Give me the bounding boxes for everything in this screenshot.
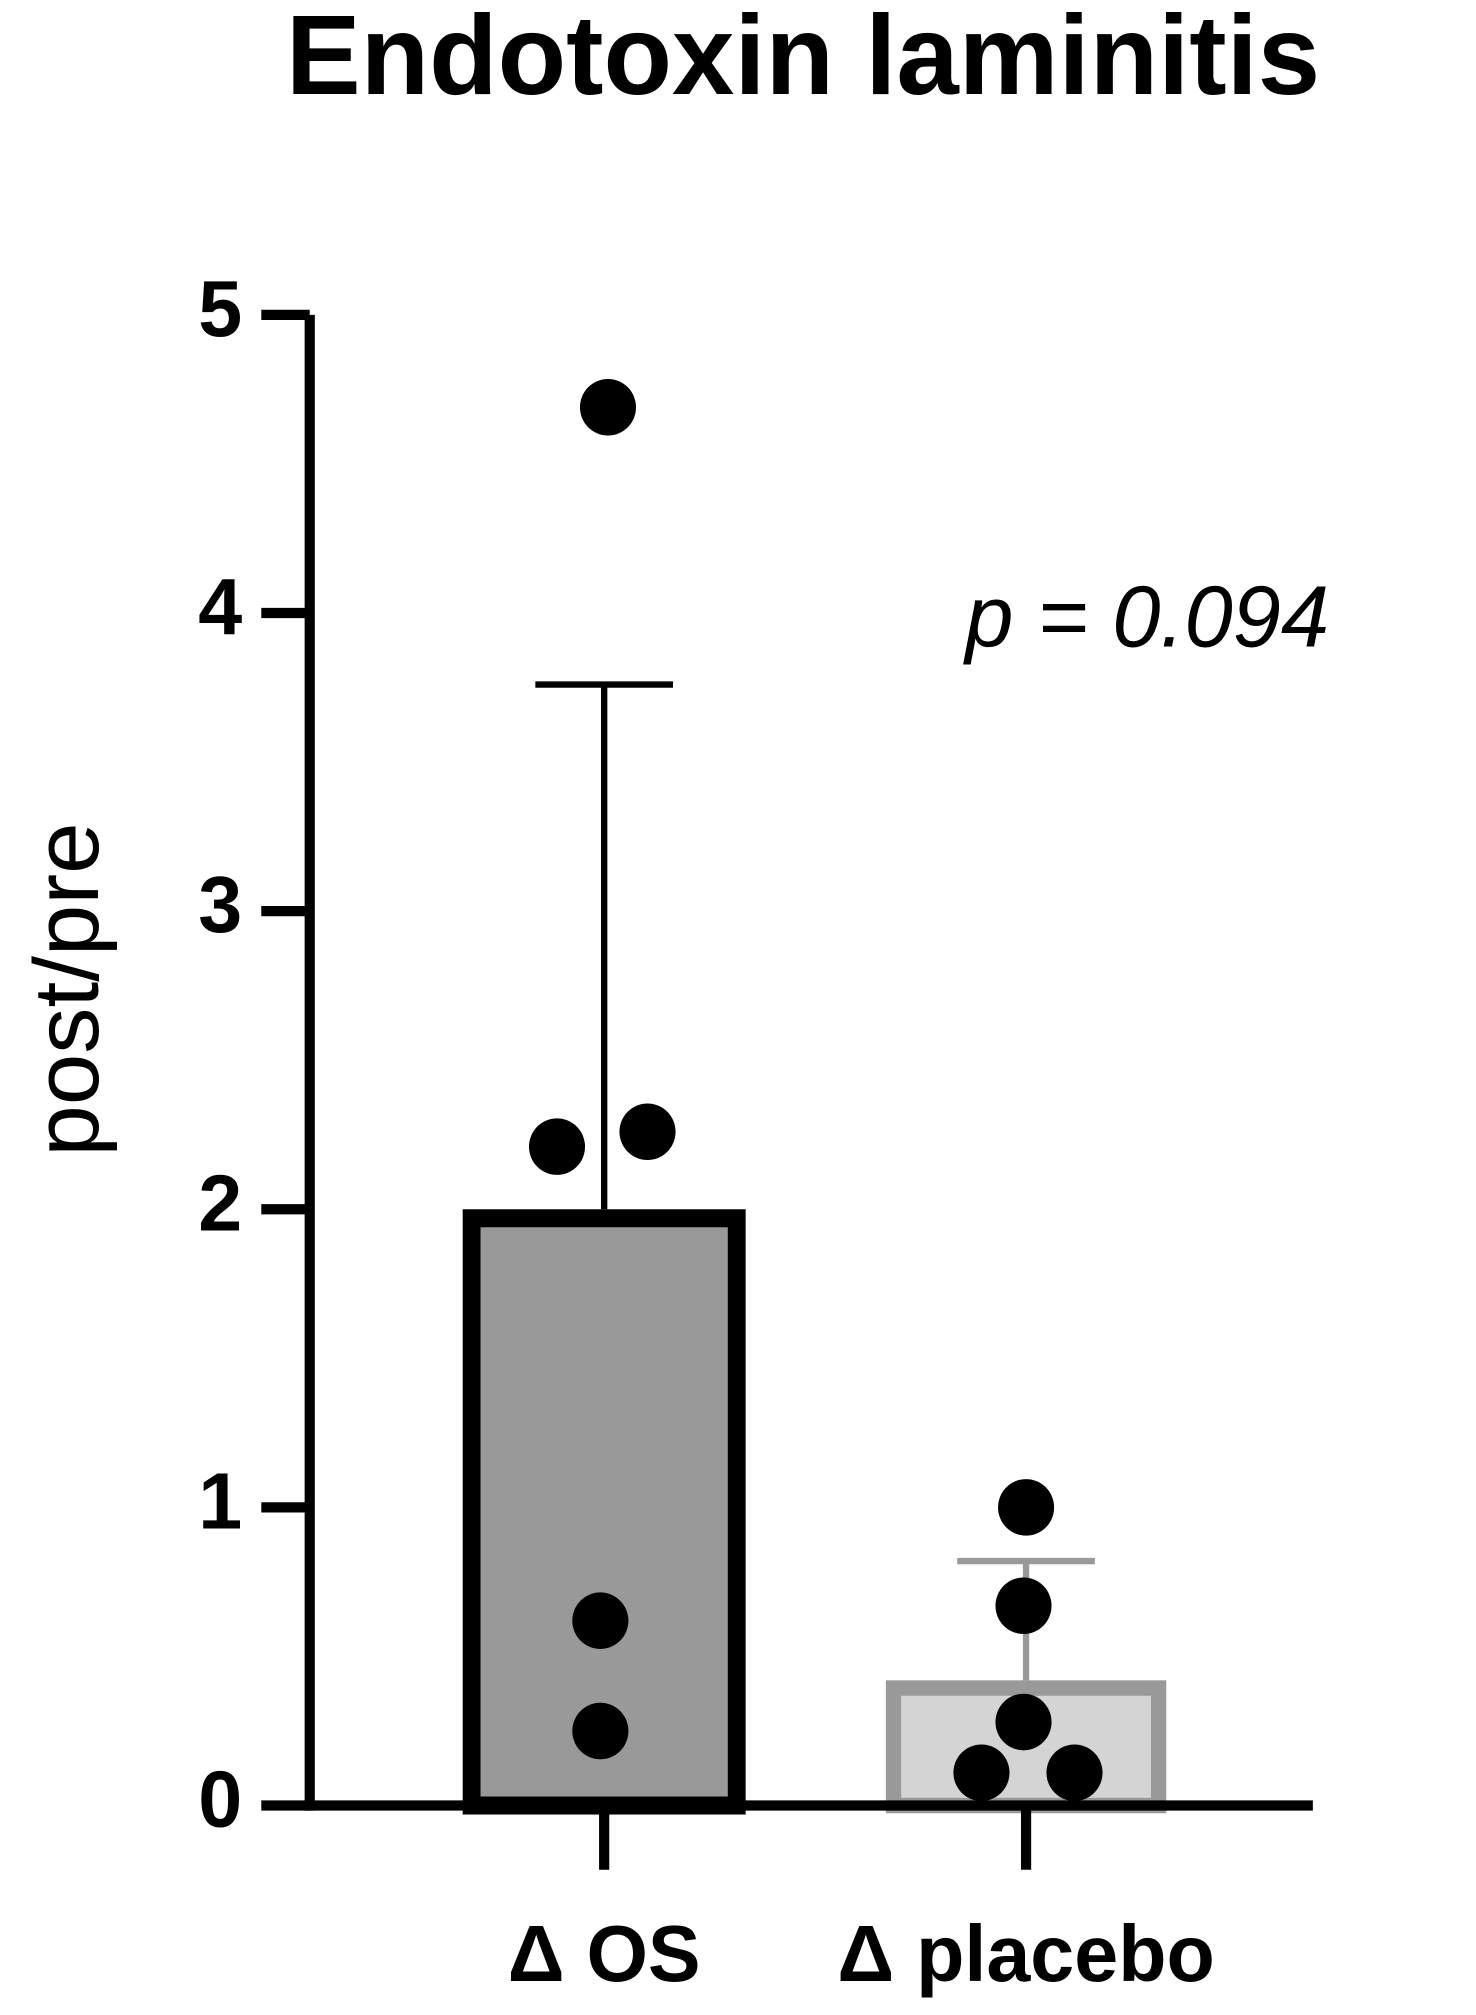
data-point <box>953 1744 1010 1802</box>
x-tick-label: Δ OS <box>508 1909 701 1998</box>
y-tick-label: 0 <box>198 1754 242 1843</box>
data-point <box>572 1702 629 1760</box>
y-tick-label: 5 <box>198 264 242 353</box>
data-point <box>1046 1744 1103 1802</box>
data-point <box>995 1693 1052 1751</box>
data-point <box>995 1577 1052 1635</box>
data-point <box>579 378 637 436</box>
data-point <box>619 1103 676 1161</box>
x-tick-label: Δ placebo <box>837 1909 1214 1998</box>
y-tick-label: 1 <box>198 1456 242 1545</box>
y-tick-label: 3 <box>198 860 242 949</box>
data-point <box>572 1592 629 1649</box>
data-point <box>998 1479 1055 1536</box>
data-point <box>528 1118 586 1175</box>
y-tick-label: 2 <box>198 1158 242 1247</box>
p-value-annotation: p = 0.094 <box>962 568 1329 665</box>
y-tick-label: 4 <box>198 562 242 651</box>
chart-title: Endotoxin laminitis <box>286 0 1320 118</box>
y-axis-label: post/pre <box>16 822 119 1156</box>
